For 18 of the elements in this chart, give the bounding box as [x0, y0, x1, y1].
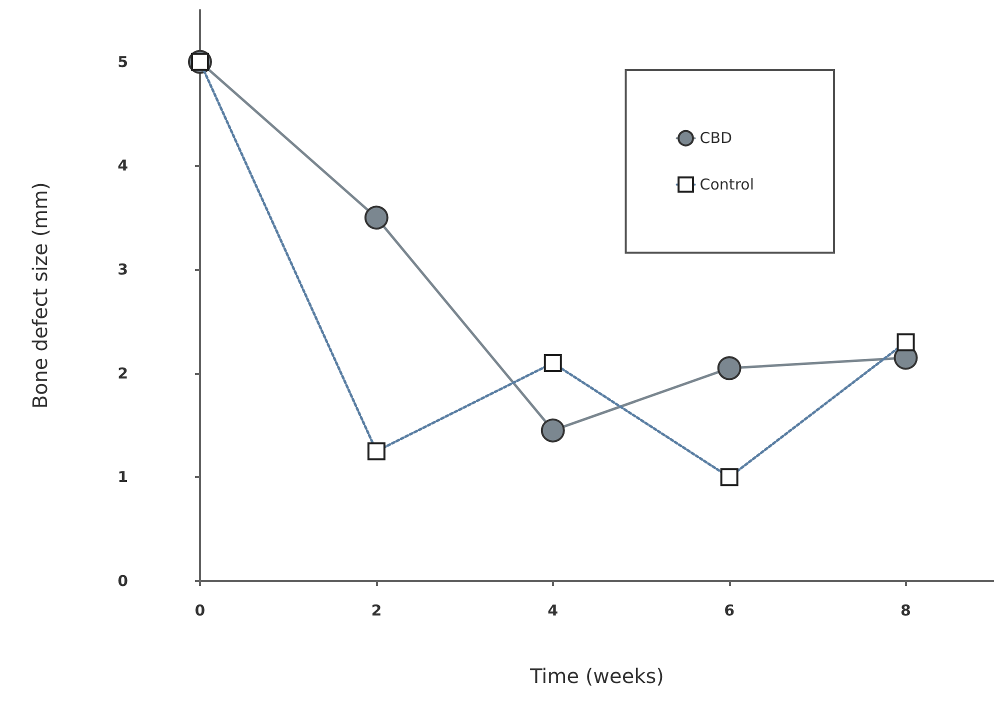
legend-label: Control: [700, 176, 754, 194]
y-tick-label: 5: [118, 52, 128, 71]
x-tick-label: 2: [371, 602, 382, 620]
y-tick-label: 3: [118, 260, 128, 279]
point: [364, 206, 388, 230]
y-axis-title: Bone defect size (mm): [28, 182, 52, 409]
point: [717, 356, 742, 380]
y-tick-label: 1: [118, 468, 128, 486]
y-tick-label: 0: [118, 572, 128, 590]
point: [540, 418, 565, 442]
x-tick-label: 8: [900, 602, 911, 620]
x-axis-title: Time (weeks): [529, 664, 664, 688]
x-tick-label: 4: [548, 602, 558, 620]
legend-label: CBD: [700, 129, 732, 148]
x-tick-label: 0: [194, 602, 206, 620]
y-tick-label: 4: [118, 156, 128, 175]
y-tick-label: 2: [118, 364, 128, 382]
x-tick-label: 6: [724, 602, 735, 620]
